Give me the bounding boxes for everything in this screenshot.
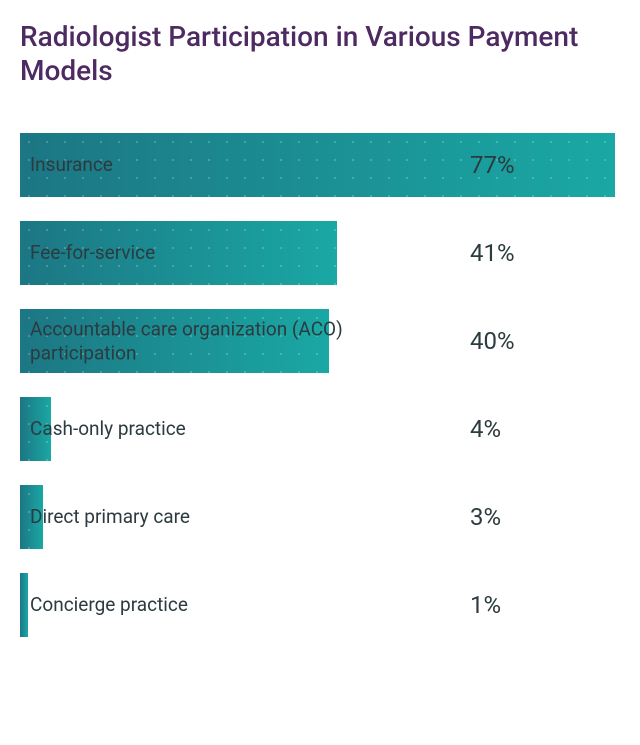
bar-row: Fee-for-service41% [20,221,630,285]
bar-value: 41% [470,239,515,267]
bar-value: 1% [470,591,501,619]
bar [20,309,329,373]
bar [20,485,43,549]
bar-row: Cash-only practice4% [20,397,630,461]
bar-value: 3% [470,503,501,531]
bar-row: Concierge practice1% [20,573,630,637]
bar-row: Accountable care organization (ACO) part… [20,309,630,373]
bar-value: 77% [470,151,515,179]
bar-chart: Insurance77% Fee-for-service41% Accountabl… [20,133,630,637]
bar [20,133,615,197]
chart-title: Radiologist Participation in Various Pay… [20,20,630,87]
bar [20,397,51,461]
bar-row: Direct primary care3% [20,485,630,549]
bar-row: Insurance77% [20,133,630,197]
bar-value: 4% [470,415,501,443]
bar [20,573,28,637]
bar [20,221,337,285]
bar-value: 40% [470,327,515,355]
